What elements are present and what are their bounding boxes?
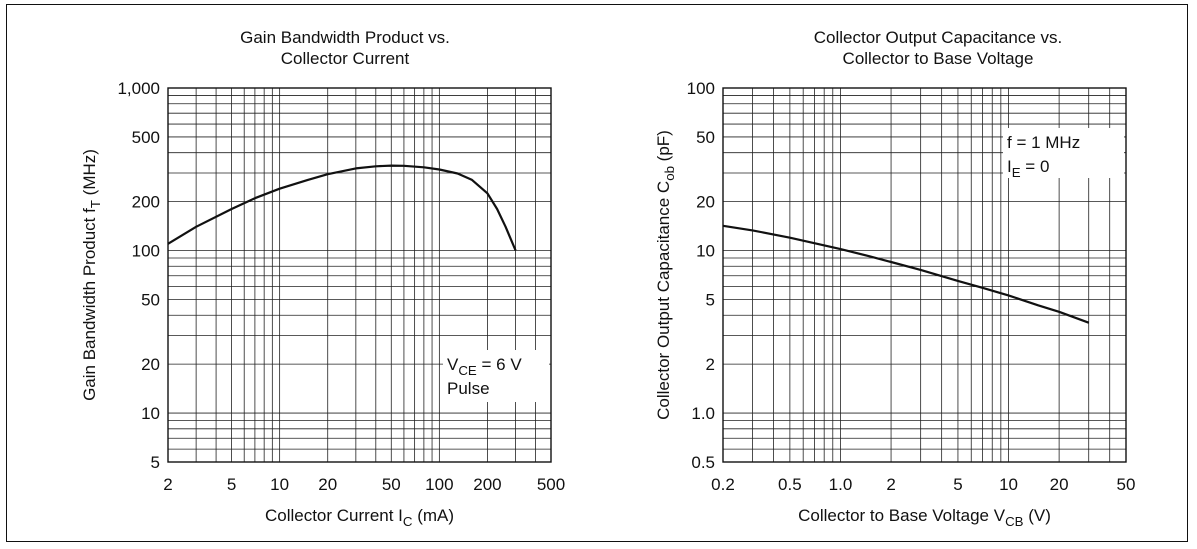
subscript: T <box>88 200 103 208</box>
annotation: f = 1 MHz IE = 0 <box>1003 128 1124 180</box>
annotation-background <box>1003 128 1124 178</box>
text-tail: = 0 <box>1021 157 1050 176</box>
chart-title: Collector Output Capacitance vs. <box>814 28 1063 47</box>
subscript: CE <box>458 363 477 378</box>
x-tick-label: 1.0 <box>829 475 853 494</box>
y-tick-label: 5 <box>151 453 160 472</box>
x-tick-label: 20 <box>318 475 337 494</box>
x-tick-label: 50 <box>1117 475 1136 494</box>
chart-output-capacitance: f = 1 MHz IE = 0 0.2 0.5 1.0 2 5 10 20 50 0.5 1.0 2 5… <box>654 28 1135 529</box>
y-tick-label: 5 <box>706 290 715 309</box>
text-part: Collector Current I <box>265 506 403 525</box>
annotation-background <box>443 350 549 402</box>
x-tick-label: 0.5 <box>778 475 802 494</box>
plot-frame <box>722 87 1127 463</box>
annotation-line: VCE = 6 V <box>447 355 522 378</box>
y-tick-label: 500 <box>132 128 160 147</box>
chart-title: Collector to Base Voltage <box>843 49 1034 68</box>
x-tick-label: 20 <box>1050 475 1069 494</box>
subscript: E <box>1012 165 1021 180</box>
y-tick-label: 50 <box>141 290 160 309</box>
subscript: CB <box>1005 514 1024 529</box>
text-tail: (mA) <box>412 506 454 525</box>
x-axis-label: Collector Current IC (mA) <box>265 506 454 529</box>
y-axis-label: Collector Output Capacitance Cob (pF) <box>654 130 677 420</box>
y-axis-label: Gain Bandwidth Product fT (MHz) <box>80 149 103 401</box>
series-line <box>722 224 1090 324</box>
y-tick-label: 200 <box>132 193 160 212</box>
chart-title: Gain Bandwidth Product vs. <box>240 28 450 47</box>
annotation-line: IE = 0 <box>1007 157 1049 180</box>
text-part: Collector Output Capacitance C <box>654 181 673 420</box>
y-tick-label: 20 <box>696 193 715 212</box>
subscript: ob <box>662 166 677 181</box>
x-tick-label: 10 <box>999 475 1018 494</box>
x-tick-label: 10 <box>270 475 289 494</box>
annotation-line: Pulse <box>447 379 490 398</box>
subscript: C <box>403 514 413 529</box>
series-line <box>167 164 517 251</box>
y-tick-label: 100 <box>132 242 160 261</box>
text-part: Gain Bandwidth Product f <box>80 208 99 401</box>
x-tick-label: 5 <box>953 475 962 494</box>
x-tick-label: 0.2 <box>711 475 735 494</box>
text-tail: (pF) <box>654 130 673 166</box>
y-tick-label: 2 <box>706 355 715 374</box>
text-part: f = 1 MHz <box>1007 133 1080 152</box>
y-tick-label: 0.5 <box>691 453 715 472</box>
y-tick-label: 10 <box>141 404 160 423</box>
y-tick-label: 100 <box>687 79 715 98</box>
x-tick-label: 2 <box>886 475 895 494</box>
text-part: Collector to Base Voltage V <box>798 506 1006 525</box>
x-tick-label: 50 <box>382 475 401 494</box>
x-axis-label: Collector to Base Voltage VCB (V) <box>798 506 1051 529</box>
x-tick-label: 100 <box>425 475 453 494</box>
plot-frame <box>167 87 552 463</box>
x-tick-label: 500 <box>537 475 565 494</box>
y-tick-label: 10 <box>696 242 715 261</box>
text-tail: = 6 V <box>477 355 523 374</box>
text-tail: (MHz) <box>80 149 99 200</box>
y-tick-label: 20 <box>141 355 160 374</box>
y-tick-label: 1.0 <box>691 404 715 423</box>
text-part: V <box>447 355 459 374</box>
figure-frame <box>6 4 1188 542</box>
text-tail: (V) <box>1024 506 1051 525</box>
chart-title: Collector Current <box>281 49 410 68</box>
x-tick-label: 2 <box>163 475 172 494</box>
y-tick-label: 1,000 <box>117 79 160 98</box>
y-tick-label: 50 <box>696 128 715 147</box>
text-part: I <box>1007 157 1012 176</box>
x-tick-label: 200 <box>473 475 501 494</box>
grid <box>167 87 552 463</box>
text-part: Pulse <box>447 379 490 398</box>
x-tick-label: 5 <box>227 475 236 494</box>
annotation-line: f = 1 MHz <box>1007 133 1080 152</box>
